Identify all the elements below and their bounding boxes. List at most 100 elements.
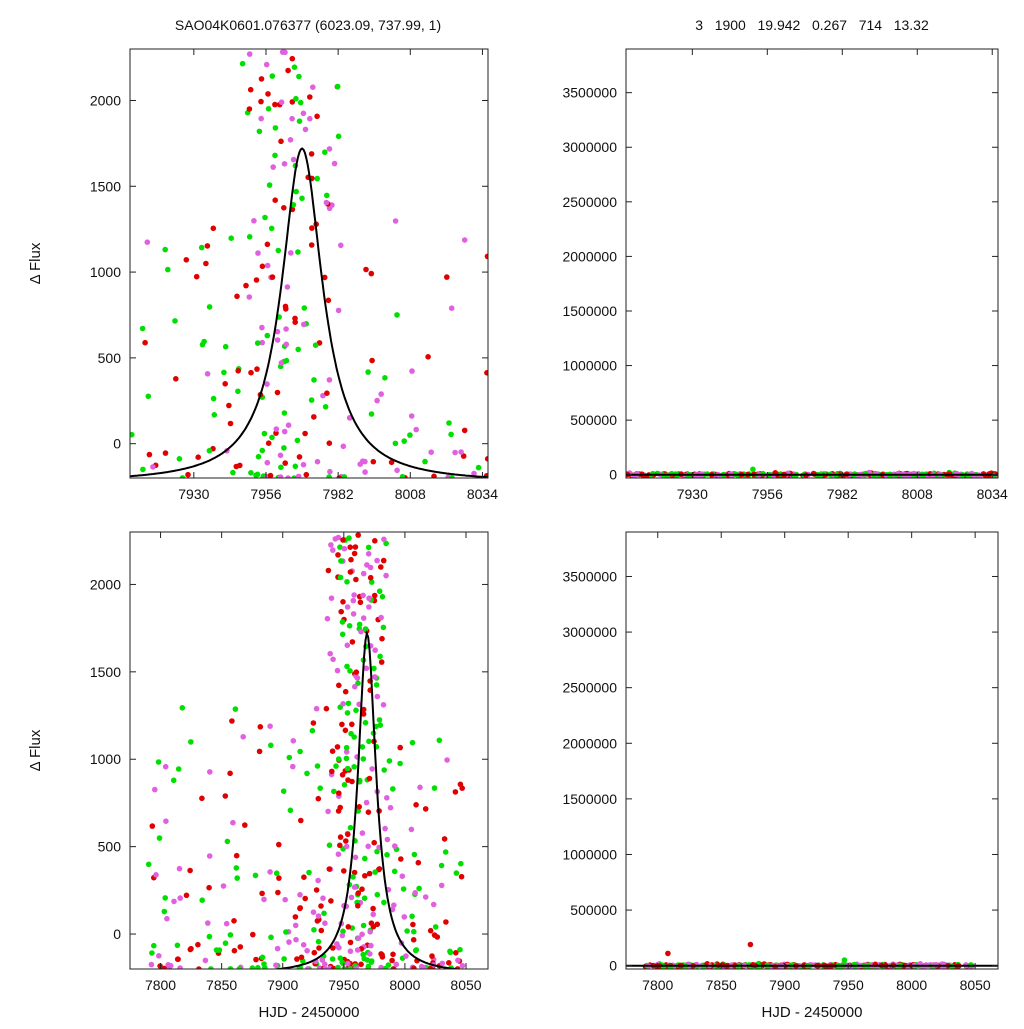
data-point <box>309 727 316 734</box>
y-tick-label: 3500000 <box>562 85 617 101</box>
data-point <box>346 535 352 541</box>
x-axis-label: HJD - 2450000 <box>762 1004 863 1021</box>
y-tick-label: 1500 <box>90 178 121 194</box>
data-point <box>341 782 348 788</box>
data-point <box>362 469 368 475</box>
data-point <box>422 458 428 465</box>
data-point <box>258 98 264 105</box>
panel-bottom-right: 7800 7850 7900 7950 8000 8050 0 500000 1000000 15… <box>562 531 999 1021</box>
data-point <box>296 73 302 80</box>
data-point <box>259 339 266 346</box>
data-point <box>360 592 366 599</box>
data-point <box>171 898 177 905</box>
data-point <box>297 99 304 106</box>
data-point <box>259 890 265 897</box>
data-point <box>411 851 418 858</box>
data-point <box>287 137 294 143</box>
data-point <box>156 835 163 841</box>
data-point <box>130 431 135 438</box>
data-point <box>339 932 346 939</box>
y-tick-label: 2500000 <box>562 680 617 696</box>
data-point <box>422 894 429 900</box>
data-point <box>356 804 363 810</box>
data-point <box>276 875 282 881</box>
data-point <box>274 337 281 343</box>
data-point <box>446 960 452 966</box>
data-point <box>206 933 213 940</box>
data-point <box>379 952 385 958</box>
data-point <box>148 961 155 968</box>
data-point <box>355 903 361 909</box>
data-point <box>461 427 468 434</box>
data-point <box>461 237 468 243</box>
data-point <box>292 922 299 929</box>
y-tick-label: 0 <box>113 926 121 942</box>
x-axis-label: HJD - 2450000 <box>259 1004 360 1021</box>
data-point <box>282 303 289 310</box>
data-point <box>378 614 384 621</box>
data-point <box>381 899 387 906</box>
data-point <box>392 440 399 447</box>
data-point <box>210 395 217 402</box>
data-point <box>413 947 420 953</box>
data-point <box>150 464 156 470</box>
data-point <box>273 430 279 436</box>
data-point <box>273 962 279 968</box>
y-axis-label: Δ Flux <box>27 242 44 284</box>
data-point <box>371 665 377 672</box>
data-point <box>210 225 217 232</box>
data-point <box>226 402 232 409</box>
data-point <box>384 836 391 843</box>
data-point <box>335 133 342 140</box>
data-point <box>254 366 260 372</box>
y-tick-label: 500 <box>98 839 122 855</box>
data-point <box>313 705 320 712</box>
x-tick-label: 8050 <box>450 977 481 993</box>
data-point <box>326 377 333 383</box>
data-point <box>281 205 287 211</box>
data-point <box>324 615 331 622</box>
data-point <box>256 748 263 755</box>
data-point <box>334 667 341 674</box>
outlier-point <box>747 941 754 948</box>
data-point <box>366 738 372 745</box>
data-point <box>276 841 282 848</box>
data-point <box>385 962 392 968</box>
y-tick-label: 1500 <box>90 664 121 680</box>
data-point <box>331 160 338 167</box>
data-point <box>347 569 354 575</box>
data-point <box>173 376 179 382</box>
data-point <box>293 95 299 102</box>
data-point <box>195 941 201 948</box>
data-point <box>397 760 403 767</box>
data-point <box>309 225 315 231</box>
data-point <box>326 842 333 848</box>
data-point <box>383 572 389 579</box>
data-point <box>327 650 334 657</box>
data-point <box>316 945 322 951</box>
axes-frame <box>129 531 489 970</box>
data-point <box>367 951 373 957</box>
data-point <box>359 830 366 836</box>
data-point <box>291 64 298 70</box>
data-point <box>170 777 177 784</box>
data-point <box>330 656 336 663</box>
data-point <box>283 357 290 364</box>
data-point <box>410 921 416 928</box>
data-point <box>344 642 351 649</box>
data-point <box>297 905 303 912</box>
data-point <box>394 312 400 318</box>
data-point <box>285 475 291 478</box>
data-point <box>297 892 303 898</box>
data-point <box>206 884 212 891</box>
data-point <box>389 957 395 964</box>
data-point <box>273 870 280 876</box>
data-point <box>335 851 342 857</box>
data-point <box>448 305 455 312</box>
y-tick-label: 2500000 <box>562 194 617 210</box>
data-point <box>142 339 148 346</box>
data-point <box>363 665 370 672</box>
data-point <box>281 410 288 416</box>
data-point <box>243 282 249 289</box>
